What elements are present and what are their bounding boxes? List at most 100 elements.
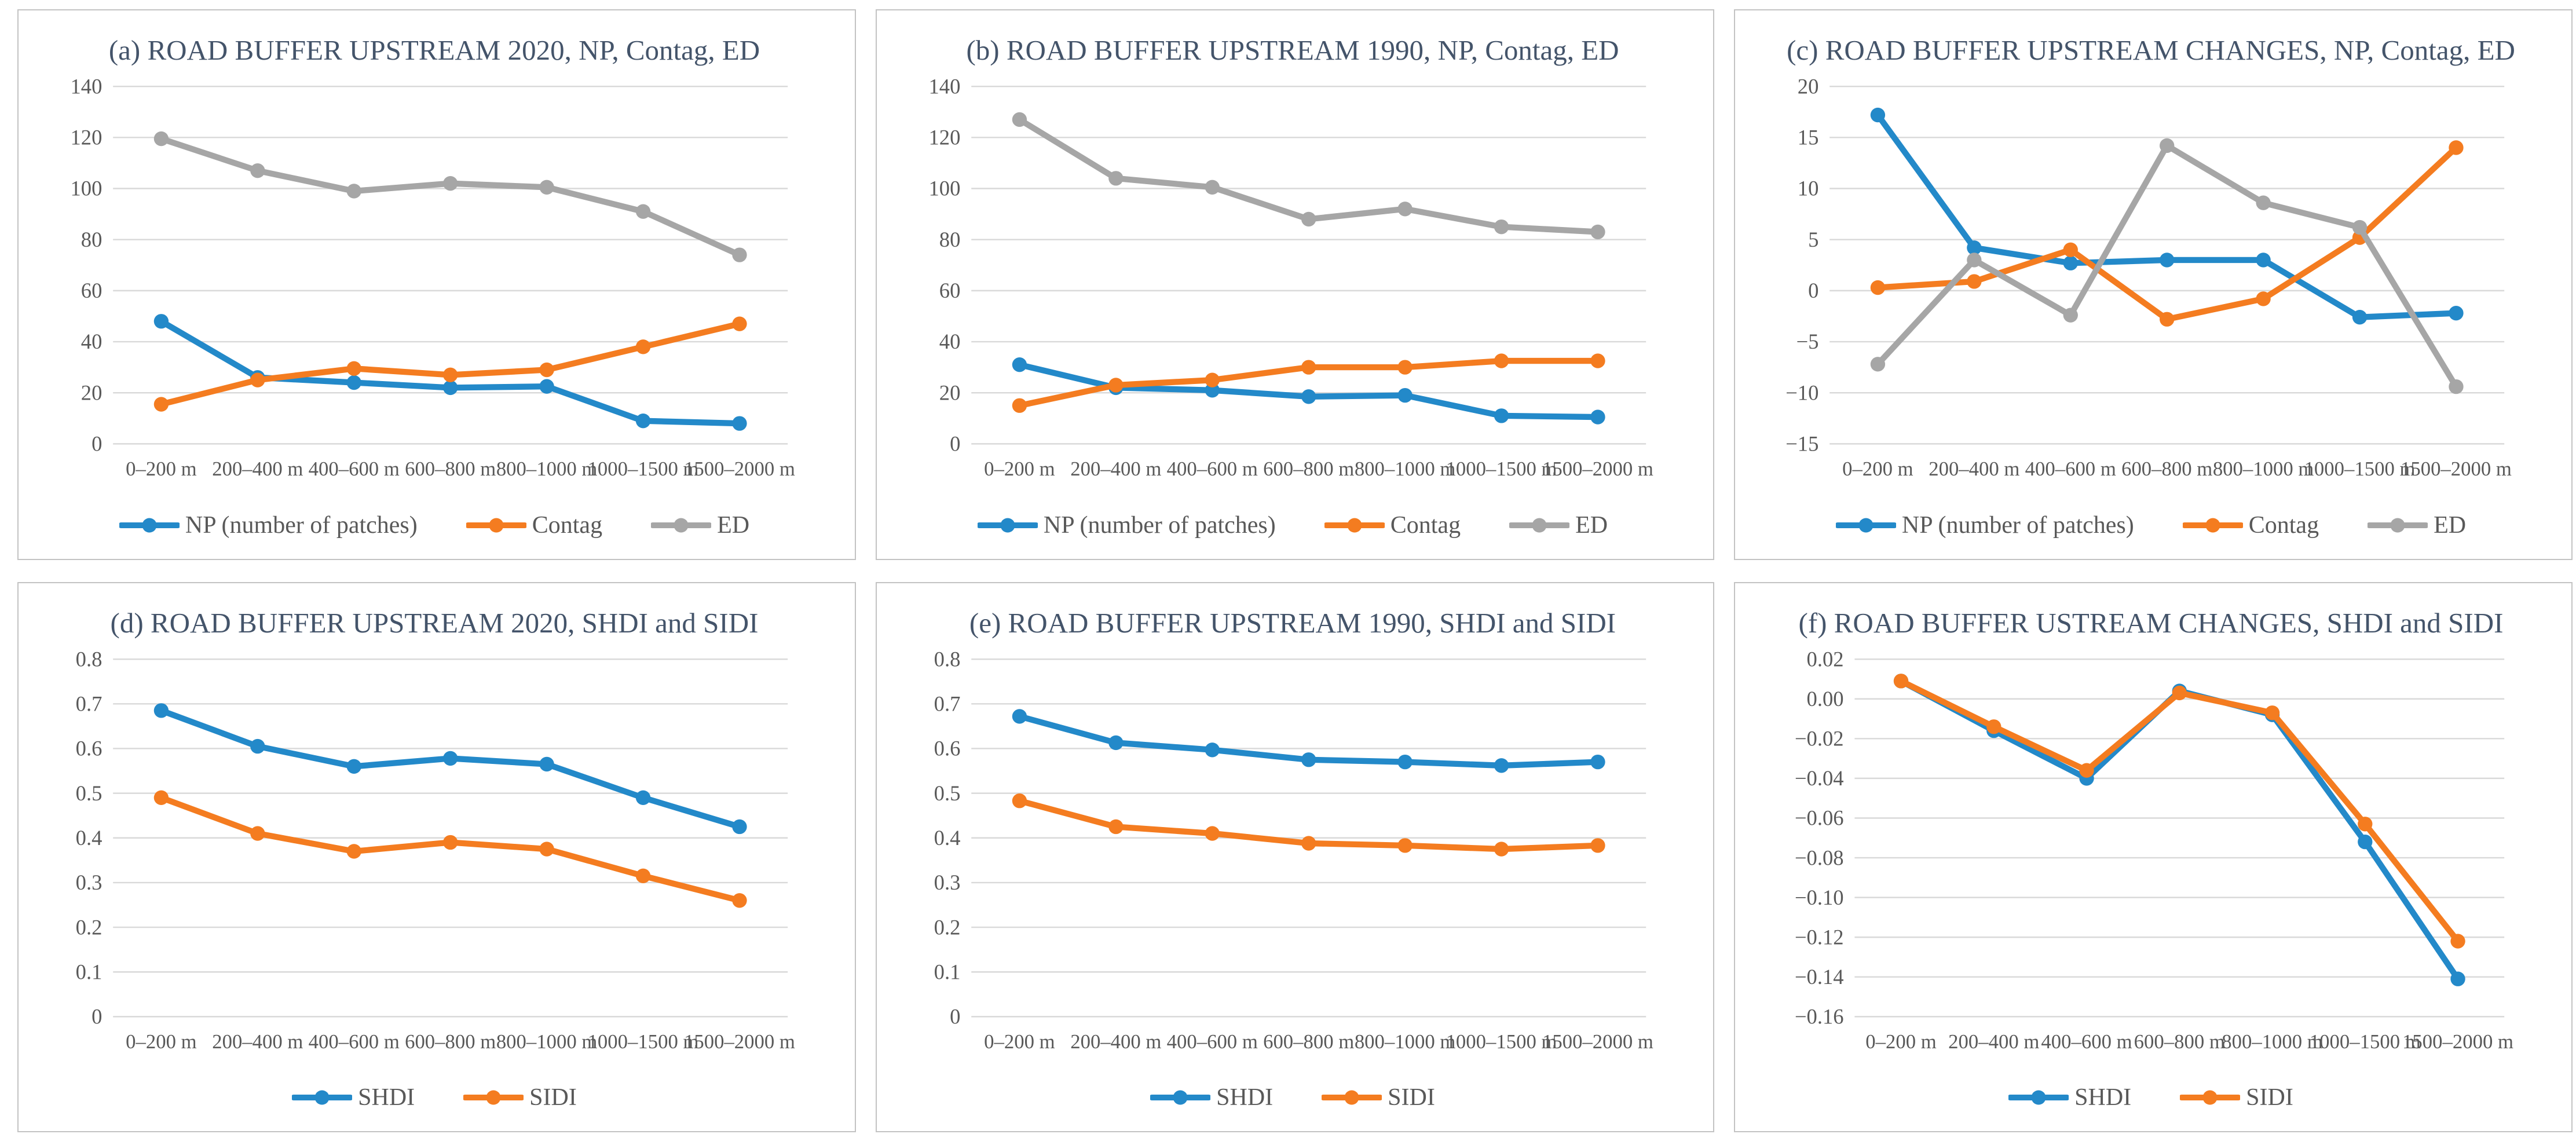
data-point (539, 180, 554, 195)
legend-marker-icon (1509, 518, 1570, 532)
data-point (2449, 140, 2464, 155)
x-axis-category-label: 1500–2000 m (684, 458, 795, 480)
x-axis-category-label: 1000–1500 m (1446, 1030, 1557, 1052)
legend-item-np-number-of-patches-: NP (number of patches) (977, 511, 1276, 539)
data-point (539, 362, 554, 378)
chart-legend-c: NP (number of patches) Contag ED (1747, 496, 2555, 550)
series-line-shdi (1898, 678, 2461, 982)
chart-panel-b: (b) ROAD BUFFER UPSTREAM 1990, NP, Conta… (876, 9, 1714, 560)
chart-plot-area-d: 0.8 0.7 0.6 0.5 0.4 0.3 0.2 0.1 0 0–200 m 200–400 … (30, 643, 839, 1069)
chart-legend-e: SHDI SIDI (888, 1069, 1697, 1122)
data-point (1870, 357, 1886, 372)
data-point (2079, 763, 2094, 778)
x-axis-category-label: 400–600 m (2025, 458, 2116, 480)
x-axis-category-label: 800–1000 m (496, 458, 598, 480)
data-point (1301, 360, 1316, 375)
data-point (732, 819, 747, 834)
data-point (1870, 280, 1886, 295)
data-point (250, 163, 265, 178)
chart-legend-f: SHDI SIDI (1747, 1069, 2555, 1122)
chart-canvas-d: 0.8 0.7 0.6 0.5 0.4 0.3 0.2 0.1 0 0–200 m 200–400 … (76, 647, 795, 1052)
y-axis-tick-label: −0.06 (1795, 806, 1844, 829)
data-point (443, 835, 458, 850)
x-axis-category-label: 800–1000 m (1355, 1030, 1456, 1052)
y-axis-tick-label: 120 (929, 126, 961, 149)
y-axis-tick-label: 5 (1808, 228, 1818, 251)
x-axis-category-label: 0–200 m (984, 458, 1055, 480)
legend-label: SIDI (2246, 1084, 2293, 1111)
x-axis-category-label: 400–600 m (309, 458, 400, 480)
legend-marker-icon (2008, 1090, 2069, 1105)
legend-marker-icon (2180, 1090, 2241, 1105)
y-axis-tick-label: 120 (71, 126, 103, 149)
x-axis-category-label: 800–1000 m (2222, 1030, 2323, 1052)
legend-label: SHDI (1216, 1084, 1274, 1111)
chart-legend-b: NP (number of patches) Contag ED (888, 496, 1697, 550)
y-axis-tick-label: 60 (81, 279, 103, 302)
data-point (635, 790, 651, 805)
data-point (732, 892, 747, 908)
data-point (1397, 360, 1413, 375)
legend-label: SHDI (358, 1084, 415, 1111)
y-axis-tick-label: 80 (939, 228, 961, 251)
data-point (153, 790, 169, 805)
chart-panel-e: (e) ROAD BUFFER UPSTREAM 1990, SHDI and … (876, 581, 1714, 1132)
y-axis-tick-label: 20 (81, 381, 103, 404)
y-axis-tick-label: 0 (92, 1004, 102, 1028)
chart-title-b: (b) ROAD BUFFER UPSTREAM 1990, NP, Conta… (966, 34, 1619, 66)
data-point (346, 361, 361, 376)
legend-item-sidi: SIDI (463, 1084, 577, 1111)
y-axis-tick-label: −10 (1785, 381, 1818, 404)
data-point (1494, 408, 1509, 423)
data-point (2352, 220, 2368, 235)
data-point (346, 843, 361, 859)
data-point (2450, 933, 2465, 949)
x-axis-category-label: 200–400 m (1948, 1030, 2039, 1052)
legend-marker-icon (119, 518, 180, 532)
data-point (2256, 195, 2271, 210)
x-axis-category-label: 200–400 m (212, 458, 303, 480)
chart-canvas-f: 0.02 0.00 −0.02 −0.04 −0.06 −0.08 −0.10 −0.12 −0… (1795, 647, 2513, 1052)
data-point (539, 756, 554, 771)
y-axis-tick-label: 0 (92, 432, 102, 456)
chart-legend-a: NP (number of patches) Contag ED (30, 496, 839, 550)
x-axis-category-label: 600–800 m (1263, 1030, 1354, 1052)
legend-label: SIDI (529, 1084, 577, 1111)
data-point (1301, 835, 1316, 851)
x-axis-category-label: 1500–2000 m (684, 1030, 795, 1052)
data-point (1108, 378, 1124, 393)
data-point (2160, 253, 2175, 268)
chart-title-f: (f) ROAD BUFFER USTREAM CHANGES, SHDI an… (1798, 606, 2504, 639)
y-axis-tick-label: −0.08 (1795, 846, 1844, 869)
chart-plot-area-a: 140 120 100 80 60 40 20 0 0–200 m 200–400 m 400–60… (30, 70, 839, 496)
y-axis-tick-label: −0.14 (1795, 965, 1844, 989)
legend-item-shdi: SHDI (1150, 1084, 1273, 1111)
data-point (1012, 357, 1027, 372)
y-axis-tick-label: 80 (81, 228, 103, 251)
x-axis-category-label: 1500–2000 m (2402, 1030, 2513, 1052)
y-axis-tick-label: 20 (939, 381, 961, 404)
data-point (2160, 312, 2175, 327)
y-axis-tick-label: 0.6 (934, 736, 961, 760)
data-point (1012, 793, 1027, 808)
data-point (635, 339, 651, 354)
legend-label: NP (number of patches) (1043, 511, 1276, 539)
legend-label: ED (1575, 511, 1608, 539)
x-axis-category-label: 600–800 m (2121, 458, 2212, 480)
y-axis-tick-label: 0.3 (76, 870, 103, 894)
series-line-ed (158, 136, 743, 258)
legend-item-ed: ED (651, 511, 749, 539)
x-axis-category-label: 0–200 m (1842, 458, 1913, 480)
x-axis-category-label: 400–600 m (2041, 1030, 2132, 1052)
legend-item-sidi: SIDI (1322, 1084, 1435, 1111)
data-point (1205, 180, 1220, 195)
data-point (1870, 107, 1886, 123)
y-axis-tick-label: −15 (1785, 432, 1818, 456)
data-point (2449, 305, 2464, 321)
legend-item-contag: Contag (1324, 511, 1461, 539)
legend-label: SHDI (2074, 1084, 2132, 1111)
data-point (1494, 219, 1509, 235)
data-point (1893, 673, 1909, 689)
data-point (1205, 372, 1220, 387)
